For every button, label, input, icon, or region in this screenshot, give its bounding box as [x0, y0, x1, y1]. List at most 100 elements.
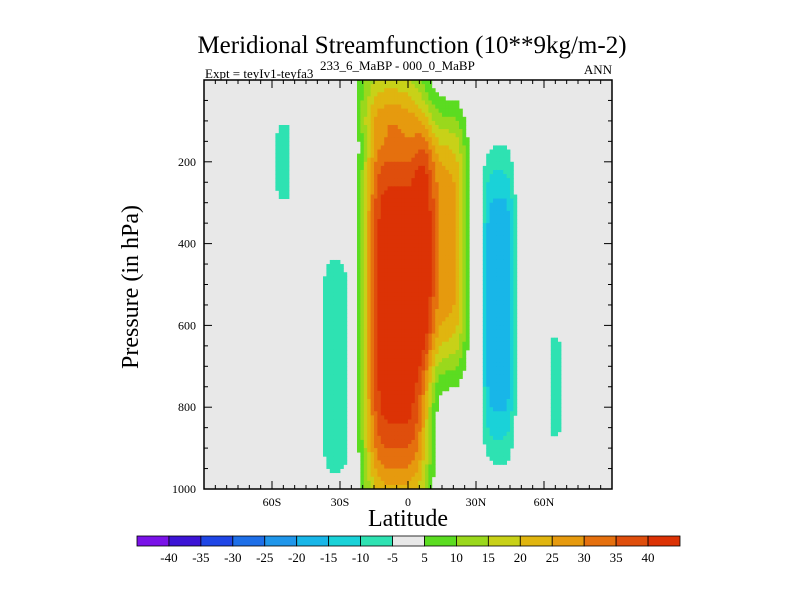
- contour-cell: [384, 390, 388, 396]
- contour-cell: [462, 268, 467, 273]
- contour-cell: [323, 354, 327, 359]
- contour-cell: [357, 112, 361, 118]
- contour-cell: [391, 284, 395, 289]
- contour-cell: [428, 284, 433, 289]
- contour-cell: [357, 231, 361, 236]
- contour-cell: [374, 174, 378, 179]
- contour-cell: [462, 272, 467, 277]
- contour-cell: [343, 403, 348, 408]
- contour-cell: [394, 415, 399, 420]
- contour-cell: [360, 104, 365, 110]
- contour-cell: [503, 231, 507, 236]
- contour-cell: [391, 276, 395, 281]
- contour-cell: [411, 345, 416, 351]
- contour-cell: [411, 407, 416, 412]
- contour-cell: [425, 202, 429, 208]
- contour-cell: [333, 390, 337, 396]
- contour-cell: [550, 407, 555, 412]
- contour-cell: [425, 276, 429, 281]
- contour-cell: [448, 133, 453, 138]
- contour-cell: [418, 251, 422, 257]
- contour-cell: [380, 304, 385, 310]
- contour-cell: [445, 325, 450, 330]
- contour-cell: [380, 96, 385, 101]
- contour-cell: [377, 210, 382, 216]
- contour-cell: [425, 169, 429, 175]
- contour-cell: [418, 484, 422, 490]
- contour-cell: [421, 399, 426, 404]
- contour-cell: [340, 464, 344, 469]
- contour-cell: [503, 333, 507, 339]
- contour-cell: [493, 231, 497, 236]
- contour-cell: [380, 219, 385, 224]
- contour-cell: [414, 280, 419, 285]
- contour-cell: [370, 169, 375, 175]
- contour-cell: [411, 435, 416, 441]
- contour-cell: [391, 423, 395, 429]
- contour-cell: [421, 92, 426, 97]
- contour-cell: [513, 366, 518, 371]
- contour-cell: [431, 120, 436, 126]
- contour-cell: [503, 309, 507, 314]
- contour-cell: [503, 300, 507, 306]
- contour-cell: [431, 300, 436, 306]
- contour-cell: [333, 362, 337, 367]
- contour-cell: [442, 264, 446, 269]
- contour-cell: [401, 255, 405, 261]
- contour-cell: [493, 268, 497, 273]
- contour-cell: [414, 206, 419, 212]
- contour-cell: [401, 80, 405, 85]
- contour-cell: [455, 165, 460, 171]
- contour-cell: [499, 415, 504, 420]
- contour-cell: [285, 169, 290, 175]
- colorbar-label: -25: [256, 550, 273, 565]
- contour-cell: [367, 235, 371, 240]
- contour-cell: [496, 153, 501, 159]
- contour-cell: [374, 300, 378, 306]
- contour-cell: [357, 276, 361, 281]
- contour-cell: [333, 399, 337, 404]
- contour-cell: [278, 153, 283, 159]
- contour-cell: [333, 264, 337, 269]
- contour-cell: [513, 206, 518, 212]
- contour-cell: [445, 370, 450, 375]
- contour-cell: [343, 321, 348, 326]
- contour-cell: [394, 431, 399, 437]
- contour-cell: [452, 182, 456, 187]
- contour-cell: [367, 390, 371, 396]
- contour-cell: [401, 190, 405, 195]
- contour-cell: [397, 243, 402, 249]
- contour-cell: [452, 223, 456, 228]
- contour-cell: [391, 358, 395, 363]
- contour-cell: [370, 366, 375, 371]
- contour-cell: [496, 419, 501, 424]
- contour-cell: [411, 296, 416, 302]
- contour-cell: [397, 411, 402, 416]
- contour-cell: [401, 259, 405, 265]
- contour-cell: [489, 169, 494, 175]
- contour-cell: [391, 382, 395, 388]
- contour-cell: [408, 341, 412, 347]
- contour-cell: [445, 321, 450, 326]
- contour-cell: [377, 390, 382, 396]
- contour-cell: [397, 214, 402, 220]
- contour-cell: [442, 382, 446, 388]
- contour-cell: [418, 178, 422, 183]
- contour-cell: [455, 153, 460, 159]
- contour-cell: [387, 108, 392, 114]
- contour-cell: [380, 137, 385, 142]
- contour-cell: [404, 362, 409, 367]
- contour-cell: [411, 313, 416, 318]
- contour-cell: [462, 333, 467, 339]
- contour-cell: [326, 403, 331, 408]
- contour-cell: [370, 411, 375, 416]
- contour-cell: [384, 284, 388, 289]
- contour-cell: [282, 182, 286, 187]
- contour-cell: [448, 137, 453, 142]
- contour-cell: [380, 174, 385, 179]
- contour-cell: [370, 464, 375, 469]
- contour-cell: [380, 480, 385, 486]
- contour-cell: [285, 133, 290, 138]
- contour-cell: [360, 120, 365, 126]
- contour-cell: [414, 96, 419, 101]
